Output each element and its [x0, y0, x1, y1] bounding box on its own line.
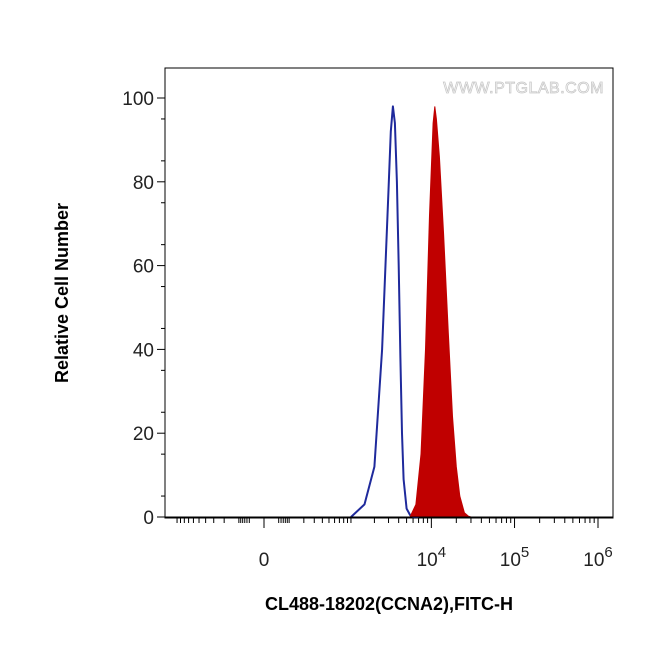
y-axis-title: Relative Cell Number — [52, 203, 72, 383]
watermark: WWW.PTGLAB.COM — [443, 80, 604, 97]
series-layer — [165, 105, 613, 518]
y-axis: 0 20 40 60 80 100 — [122, 89, 165, 529]
x-axis: 0 104 105 106 — [176, 518, 613, 571]
x-tick-label: 104 — [417, 544, 446, 571]
y-tick-label: 0 — [143, 508, 154, 529]
x-tick-label: 105 — [500, 544, 529, 571]
series-filled-histogram — [409, 106, 472, 518]
x-tick-label: 106 — [583, 544, 612, 571]
x-axis-title: CL488-18202(CCNA2),FITC-H — [265, 594, 513, 614]
x-tick-label: 0 — [259, 550, 270, 571]
y-tick-label: 60 — [133, 257, 154, 278]
y-tick-label: 100 — [122, 89, 154, 110]
y-tick-label: 80 — [133, 173, 154, 194]
y-tick-label: 40 — [133, 340, 154, 361]
y-tick-label: 20 — [133, 424, 154, 445]
plot-frame — [164, 67, 614, 519]
series-outline-histogram — [350, 105, 419, 518]
